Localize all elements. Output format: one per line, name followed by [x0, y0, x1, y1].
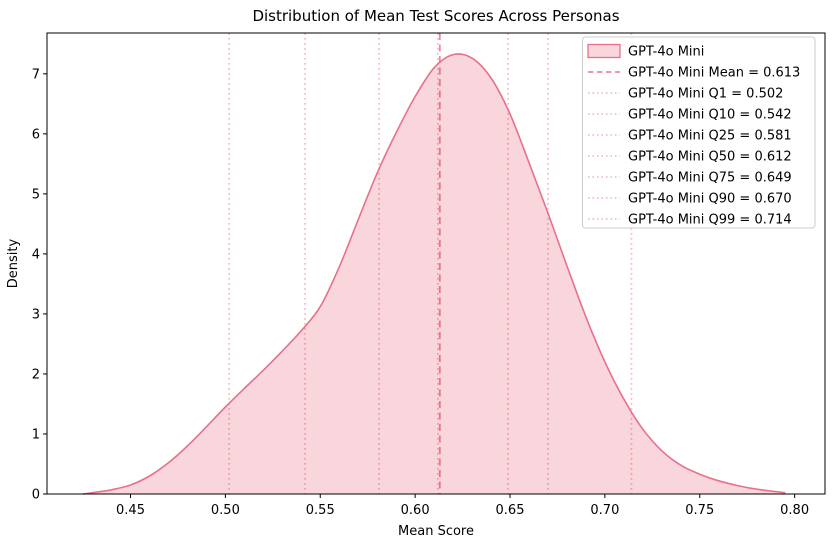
kde-fill-area	[83, 53, 786, 495]
legend: GPT-4o Mini GPT-4o Mini Mean = 0.613 GPT-4…	[582, 36, 816, 229]
x-tick-label: 0.65	[496, 503, 525, 518]
y-tick-label: 1	[32, 427, 40, 442]
y-tick-label: 4	[32, 247, 40, 262]
x-tick-label: 0.70	[590, 503, 619, 518]
plot-frame	[46, 32, 826, 495]
legend-entry-label: GPT-4o Mini Q75 = 0.649	[628, 171, 792, 186]
legend-entry-label: GPT-4o Mini Q1 = 0.502	[628, 87, 783, 102]
legend-entry-label: GPT-4o Mini Mean = 0.613	[628, 66, 800, 81]
y-tick-label: 0	[32, 488, 40, 503]
x-axis-label: Mean Score	[398, 524, 474, 539]
x-tick-label: 0.45	[116, 503, 145, 518]
y-tick-label: 2	[32, 367, 40, 382]
y-tick-label: 3	[32, 307, 40, 322]
legend-entry-label: GPT-4o Mini Q25 = 0.581	[628, 129, 792, 144]
legend-entry-label: GPT-4o Mini Q90 = 0.670	[628, 192, 792, 207]
x-tick-label: 0.75	[685, 503, 714, 518]
legend-entry-label: GPT-4o Mini	[628, 45, 704, 60]
x-tick-label: 0.55	[306, 503, 335, 518]
kde-curve	[82, 53, 786, 495]
legend-entry-label: GPT-4o Mini Q99 = 0.714	[628, 213, 792, 228]
chart-title: Distribution of Mean Test Scores Across …	[252, 7, 619, 25]
legend-swatch-patch	[587, 43, 621, 59]
y-tick-label: 5	[32, 187, 40, 202]
legend-entry-label: GPT-4o Mini Q50 = 0.612	[628, 150, 792, 165]
legend-entry-label: GPT-4o Mini Q10 = 0.542	[628, 108, 792, 123]
y-tick-label: 7	[32, 67, 40, 82]
x-tick-label: 0.50	[211, 503, 240, 518]
x-tick-label: 0.80	[780, 503, 809, 518]
x-tick-label: 0.60	[401, 503, 430, 518]
legend-box	[582, 36, 816, 229]
y-axis-label: Density	[6, 238, 21, 288]
y-tick-label: 6	[32, 127, 40, 142]
